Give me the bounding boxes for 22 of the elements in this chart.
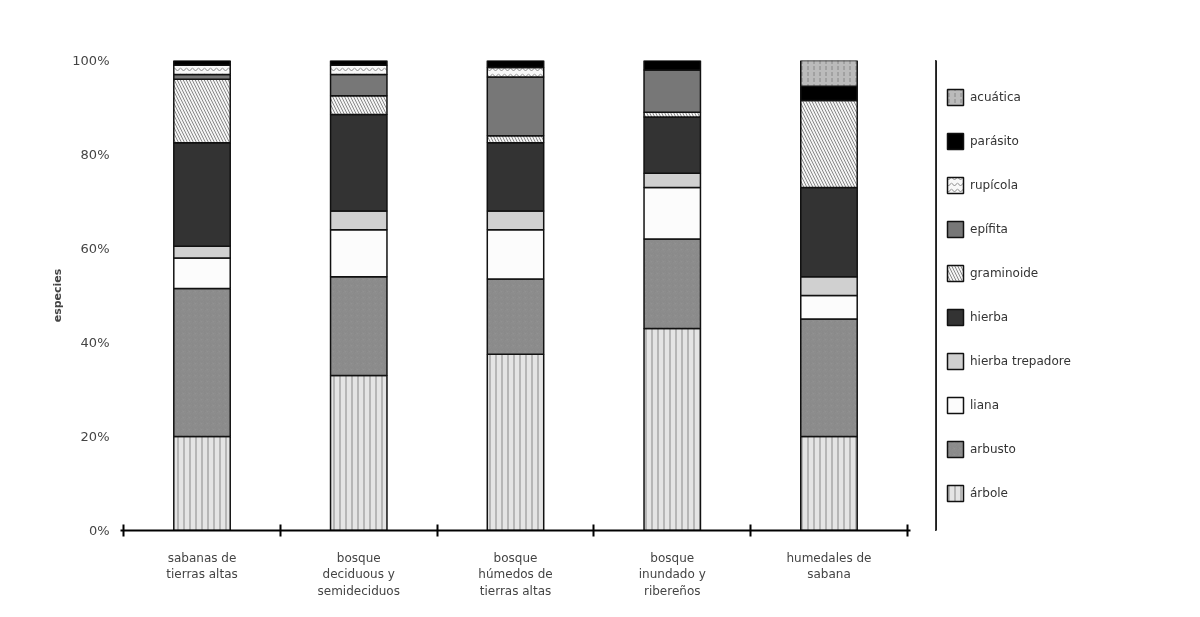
- x-tick-label: bosque húmedos de tierras altas: [478, 550, 553, 599]
- y-tick-label: 60%: [80, 241, 110, 256]
- y-axis-title: especies: [51, 268, 65, 323]
- legend-label: acuática: [970, 90, 1021, 104]
- y-tick-label: 20%: [80, 429, 110, 444]
- legend-label: parásito: [970, 134, 1019, 148]
- y-tick-label: 40%: [80, 335, 110, 350]
- legend-label: epífita: [970, 222, 1008, 236]
- legend-label: rupícola: [970, 178, 1019, 192]
- x-tick-label: humedales de sabana: [786, 550, 872, 582]
- y-tick-label: 100%: [72, 53, 110, 68]
- legend-label: graminoide: [970, 266, 1039, 280]
- x-tick-label: sabanas de tierras altas: [166, 550, 238, 582]
- x-tick-label: bosque deciduous y semideciduos: [317, 550, 400, 599]
- legend-label: hierba trepadore: [970, 354, 1071, 368]
- legend-label: arbusto: [970, 442, 1016, 456]
- x-tick-label: bosque inundado y ribereños: [638, 550, 706, 599]
- y-tick-label: 0%: [88, 523, 110, 538]
- legend-label: árbole: [970, 486, 1008, 500]
- legend-label: hierba: [970, 310, 1009, 324]
- y-tick-label: 80%: [80, 147, 110, 162]
- legend-label: liana: [970, 398, 999, 412]
